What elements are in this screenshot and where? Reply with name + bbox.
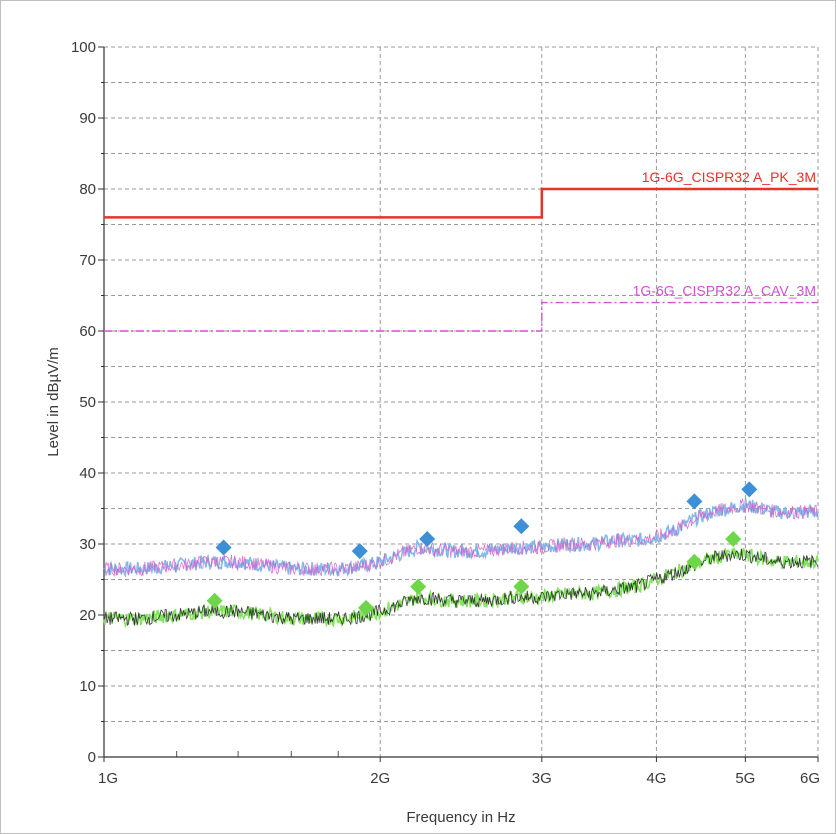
marker-average bbox=[410, 578, 427, 595]
y-tick-label: 20 bbox=[79, 607, 96, 624]
y-tick-label: 10 bbox=[79, 678, 96, 695]
marker-peak bbox=[351, 543, 368, 560]
x-tick-label: 4G bbox=[646, 770, 666, 787]
marker-average bbox=[358, 599, 375, 616]
y-tick-label: 70 bbox=[79, 252, 96, 269]
y-tick-label: 100 bbox=[71, 39, 96, 56]
x-tick-label: 6G bbox=[800, 770, 820, 787]
y-tick-label: 50 bbox=[79, 394, 96, 411]
marker-peak bbox=[686, 493, 703, 510]
limit-label-average: 1G-6G_CISPR32 A_CAV_3M bbox=[633, 283, 816, 299]
x-tick-label: 5G bbox=[735, 770, 755, 787]
limit-line-peak bbox=[104, 187, 818, 219]
limit-label-peak: 1G-6G_CISPR32 A_PK_3M bbox=[642, 169, 816, 185]
marker-peak bbox=[513, 518, 530, 535]
y-tick-label: 80 bbox=[79, 181, 96, 198]
y-tick-label: 0 bbox=[88, 749, 96, 766]
y-axis-title: Level in dBµV/m bbox=[45, 347, 62, 457]
marker-average bbox=[725, 531, 742, 548]
marker-peak bbox=[215, 539, 232, 556]
marker-peak bbox=[741, 481, 758, 498]
y-tick-label: 60 bbox=[79, 323, 96, 340]
x-tick-label: 1G bbox=[98, 770, 118, 787]
marker-average bbox=[513, 578, 530, 595]
y-tick-label: 40 bbox=[79, 465, 96, 482]
x-tick-label: 2G bbox=[370, 770, 390, 787]
limit-line-average bbox=[104, 301, 818, 332]
marker-average bbox=[206, 592, 223, 609]
trace-peak bbox=[103, 498, 819, 577]
x-tick-label: 3G bbox=[532, 770, 552, 787]
marker-peak bbox=[419, 531, 436, 548]
x-axis-title: Frequency in Hz bbox=[406, 809, 515, 826]
y-tick-label: 90 bbox=[79, 110, 96, 127]
y-tick-label: 30 bbox=[79, 536, 96, 553]
marker-average bbox=[686, 553, 703, 570]
